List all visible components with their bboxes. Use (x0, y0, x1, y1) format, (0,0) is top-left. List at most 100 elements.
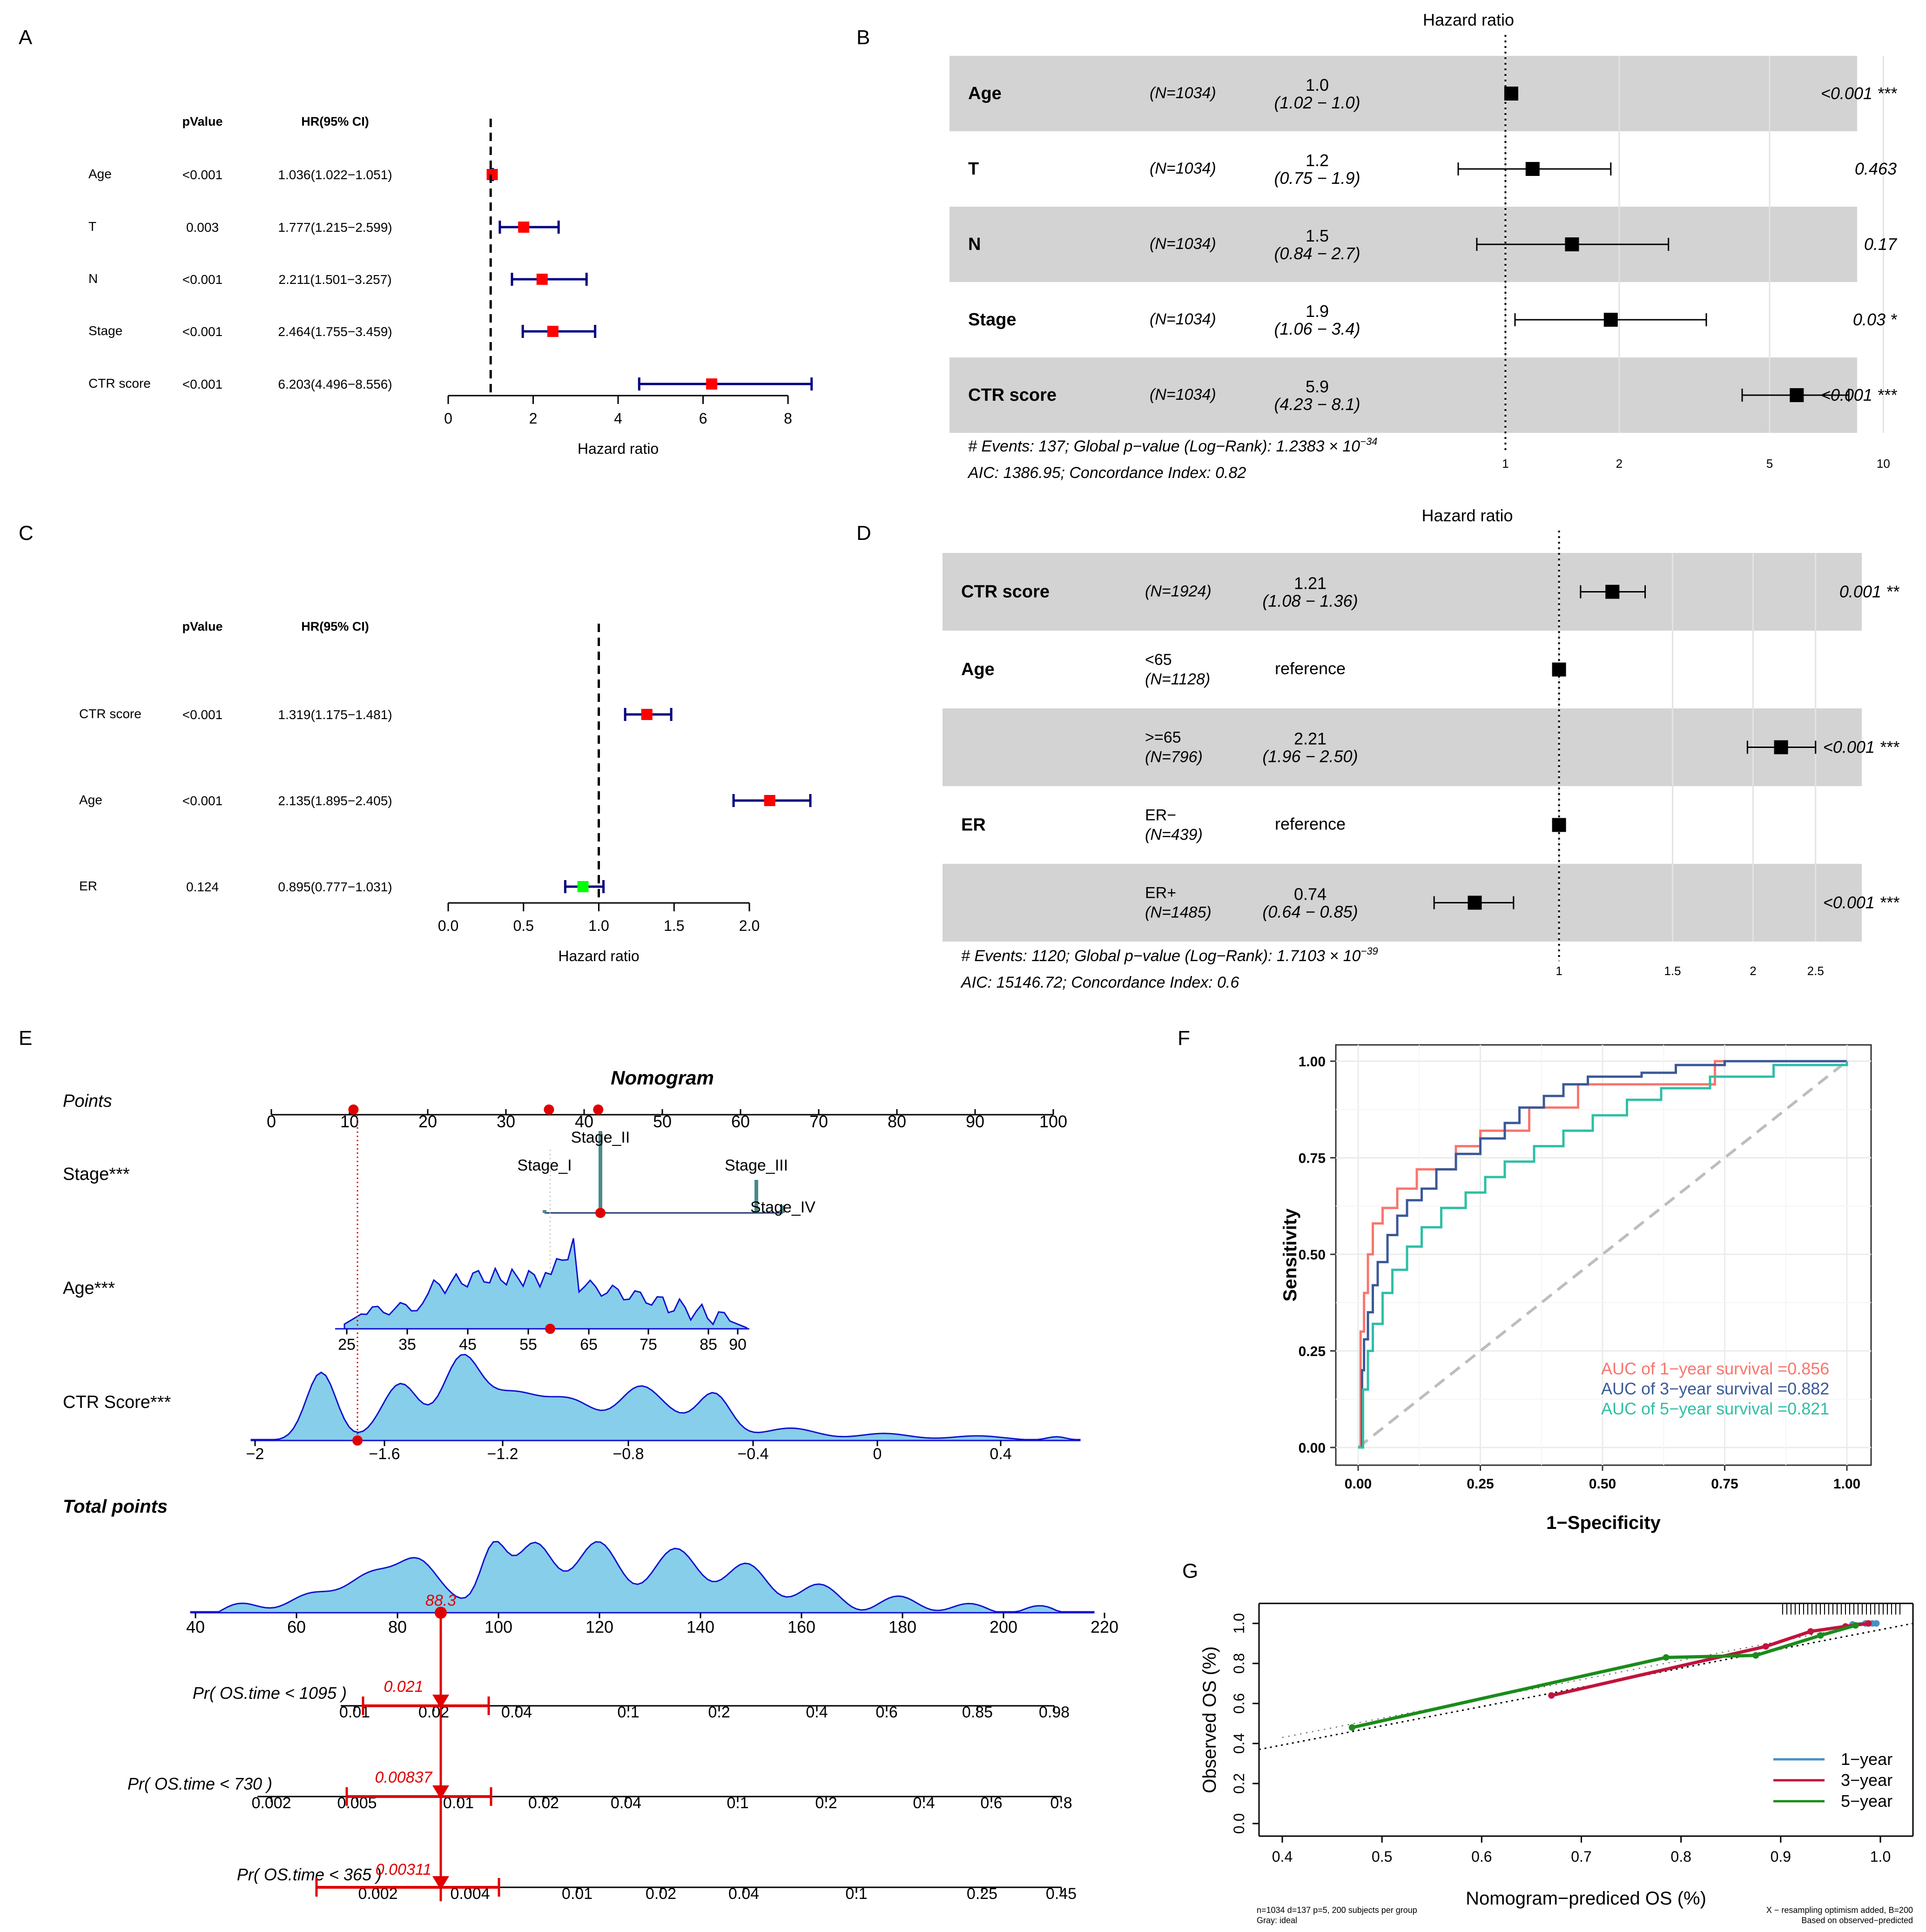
total-tick-label: 60 (287, 1617, 306, 1636)
calibration-point (1663, 1654, 1670, 1661)
hr-point (518, 222, 530, 233)
panel-b-forest: Hazard ratio Age (N=1034) 1.0(1.02 − 1.0) <0… (950, 10, 1898, 482)
hr-point (577, 881, 589, 892)
x-tick-label: 1 (1502, 457, 1508, 471)
hr-point (764, 795, 775, 806)
x-tick-label: 0.50 (1589, 1476, 1616, 1492)
points-tick-label: 40 (575, 1112, 593, 1131)
probability-marker (432, 1695, 449, 1709)
row-label: N (968, 235, 981, 254)
hr-point (486, 169, 498, 180)
points-tick-label: 30 (497, 1112, 515, 1131)
ctr-tick-label: −0.4 (737, 1445, 768, 1463)
row-n: (N=1924) (1145, 583, 1212, 600)
x-tick-label: 10 (1877, 457, 1890, 471)
x-axis-label: Hazard ratio (558, 948, 639, 964)
ctr-score-label: CTR Score*** (63, 1393, 171, 1412)
x-tick-label: 0.75 (1711, 1476, 1738, 1492)
x-tick-label: 8 (784, 410, 792, 427)
hr-point (536, 274, 548, 285)
panel-f-roc: 0.00 0.00 0.25 0.25 0.50 0.50 0.75 0.75 1.00 1.00… (1280, 1044, 1872, 1533)
footer-events: # Events: 1120; Global p−value (Log−Rank… (961, 945, 1378, 965)
row-label: CTR score (88, 376, 151, 390)
col-header-hr: HR(95% CI) (301, 114, 369, 128)
points-tick-label: 100 (1039, 1112, 1067, 1131)
legend-entry: AUC of 1−year survival =0.856 (1601, 1359, 1829, 1378)
probability-label: Pr( OS.time < 1095 ) (193, 1683, 347, 1703)
legend-entry: AUC of 3−year survival =0.882 (1601, 1379, 1829, 1398)
row-label: CTR score (79, 707, 141, 721)
stage-level: Stage_I (517, 1157, 572, 1174)
y-tick-label: 0.00 (1299, 1441, 1326, 1456)
row-hr: 1.9 (1306, 302, 1329, 321)
total-tick-label: 40 (186, 1617, 205, 1636)
panel-letter: F (1178, 1027, 1190, 1050)
x-tick-label: 6 (699, 410, 707, 427)
hr-point (1774, 740, 1788, 754)
probability-tick-label: 0.85 (962, 1703, 993, 1721)
probability-tick-label: 0.02 (646, 1885, 676, 1903)
y-axis-label: Observed OS (%) (1199, 1646, 1220, 1793)
hr-point (1552, 818, 1566, 832)
probability-tick-label: 0.1 (845, 1885, 867, 1903)
row-label: CTR score (961, 582, 1050, 602)
ctr-tick-label: −1.6 (369, 1445, 400, 1463)
probability-tick-label: 0.1 (617, 1703, 639, 1721)
calibration-point (1852, 1622, 1859, 1629)
probability-label: Pr( OS.time < 730 ) (128, 1774, 272, 1793)
calibration-point (1873, 1620, 1880, 1627)
probability-tick-label: 0.6 (875, 1703, 897, 1721)
points-marker (544, 1104, 554, 1115)
panel-letter: C (19, 522, 34, 545)
probability-tick-label: 0.2 (708, 1703, 730, 1721)
legend-entry: 5−year (1841, 1791, 1892, 1811)
age-tick-label: 35 (398, 1336, 416, 1353)
row-pvalue: 0.463 (1855, 159, 1897, 178)
row-band (950, 56, 1857, 131)
probability-marker (432, 1876, 449, 1890)
x-tick-label: 1.00 (1833, 1476, 1860, 1492)
points-tick-label: 80 (888, 1112, 906, 1131)
row-band (950, 357, 1857, 433)
x-tick-label: 1 (1556, 964, 1562, 978)
panel-letter: D (856, 522, 871, 545)
ctr-tick-label: 0.4 (990, 1445, 1011, 1463)
panel-c-forest: pValue HR(95% CI) CTR score <0.001 1.319(1.1… (79, 619, 812, 964)
row-band (950, 207, 1857, 282)
stage-level: Stage_II (571, 1129, 630, 1146)
probability-tick-label: 0.01 (562, 1885, 593, 1903)
row-pvalue: <0.001 (182, 324, 222, 339)
calibration-point (1752, 1652, 1759, 1659)
diagonal-guide (1282, 1629, 1841, 1738)
row-hr: 1.5 (1306, 226, 1329, 245)
probability-marker (432, 1785, 449, 1799)
row-label: ER (961, 815, 986, 835)
age-tick-label: 90 (729, 1336, 747, 1353)
row-pvalue: 0.001 ** (1839, 582, 1899, 601)
row-ci: (1.96 − 2.50) (1262, 747, 1358, 766)
row-band (943, 864, 1862, 942)
row-level: >=65 (1145, 729, 1181, 747)
x-tick-label: 1.5 (1664, 964, 1681, 978)
nomogram-title: Nomogram (611, 1067, 714, 1089)
legend-entry: 3−year (1841, 1770, 1892, 1790)
points-tick-label: 90 (966, 1112, 984, 1131)
y-tick-label: 0.4 (1231, 1733, 1247, 1754)
diagonal-reference (1357, 1060, 1848, 1449)
row-n: (N=1128) (1145, 671, 1210, 688)
row-reference: reference (1275, 815, 1346, 834)
y-tick-label: 0.8 (1231, 1653, 1247, 1674)
age-tick-label: 25 (338, 1336, 356, 1353)
roc-curve-3 (1358, 1061, 1848, 1449)
row-label: Stage (968, 310, 1016, 330)
row-ci: (1.02 − 1.0) (1274, 93, 1360, 112)
total-tick-label: 80 (388, 1617, 407, 1636)
panel-g-calibration: 0.4 0.5 0.6 0.7 0.8 0.9 1.0 0.0 0.2 0.4 0.6 0.8 1.0 N… (1199, 1602, 1914, 1925)
calibration-point (1762, 1643, 1769, 1650)
total-tick-label: 160 (788, 1617, 815, 1636)
forest-title: Hazard ratio (1423, 10, 1514, 29)
x-tick-label: 2 (1616, 457, 1623, 471)
ctr-score-density (250, 1353, 1081, 1441)
row-ci: (1.06 − 3.4) (1274, 319, 1360, 338)
panel-e-nomogram: Nomogram Points 0 10 20 30 40 50 60 70 80 90 100 Stag… (63, 1067, 1118, 1903)
